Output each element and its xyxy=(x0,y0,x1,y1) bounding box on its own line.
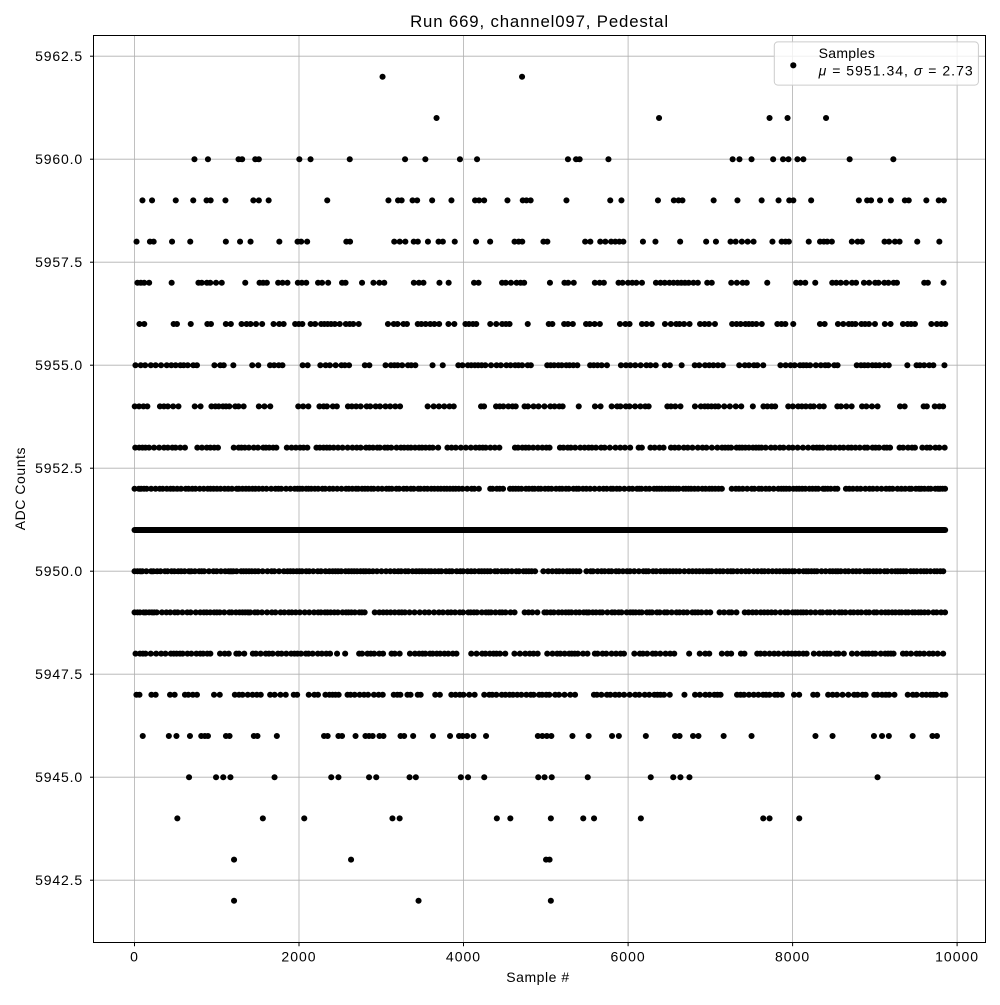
svg-text:ADC Counts: ADC Counts xyxy=(12,447,28,530)
svg-text:Run 669, channel097, Pedestal: Run 669, channel097, Pedestal xyxy=(410,12,669,31)
svg-text:5945.0: 5945.0 xyxy=(35,769,83,785)
svg-text:Samples: Samples xyxy=(819,45,876,61)
svg-text:2000: 2000 xyxy=(281,949,316,965)
svg-text:4000: 4000 xyxy=(446,949,481,965)
svg-text:8000: 8000 xyxy=(775,949,810,965)
svg-text:5950.0: 5950.0 xyxy=(35,563,83,579)
svg-text:5960.0: 5960.0 xyxy=(35,151,83,167)
svg-text:10000: 10000 xyxy=(935,949,979,965)
svg-text:5952.5: 5952.5 xyxy=(35,460,83,476)
svg-text:Sample #: Sample # xyxy=(506,969,570,985)
svg-text:0: 0 xyxy=(130,949,139,965)
svg-text:5955.0: 5955.0 xyxy=(35,357,83,373)
svg-text:5962.5: 5962.5 xyxy=(35,48,83,64)
svg-text:μ = 5951.34, σ = 2.73: μ = 5951.34, σ = 2.73 xyxy=(818,62,974,78)
svg-text:5947.5: 5947.5 xyxy=(35,666,83,682)
svg-text:6000: 6000 xyxy=(611,949,646,965)
svg-text:5942.5: 5942.5 xyxy=(35,872,83,888)
svg-text:5957.5: 5957.5 xyxy=(35,254,83,270)
